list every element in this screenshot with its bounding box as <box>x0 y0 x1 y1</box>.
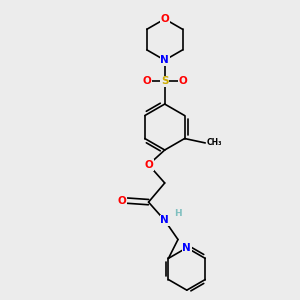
Text: O: O <box>142 76 151 86</box>
Text: N: N <box>182 243 191 253</box>
Text: N: N <box>160 215 169 225</box>
Text: O: O <box>160 14 169 24</box>
Text: O: O <box>117 196 126 206</box>
Text: O: O <box>144 160 153 170</box>
Text: H: H <box>174 208 182 217</box>
Text: CH₃: CH₃ <box>207 138 222 147</box>
Text: N: N <box>160 55 169 65</box>
Text: O: O <box>178 76 188 86</box>
Text: S: S <box>161 76 169 86</box>
